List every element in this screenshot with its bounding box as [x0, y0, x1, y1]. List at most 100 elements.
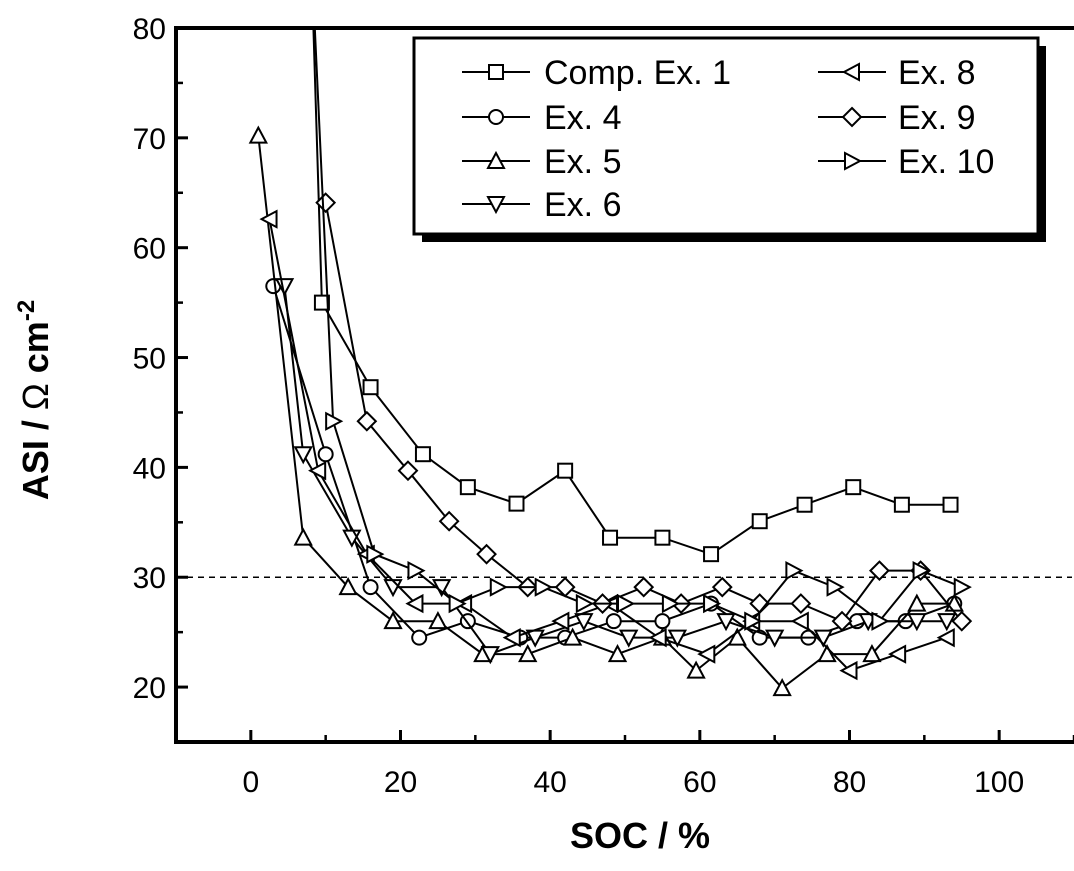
y-tick-label: 40 [133, 452, 166, 485]
x-tick-label: 0 [242, 766, 259, 799]
data-point-ex-5 [518, 643, 538, 663]
data-point-ex-10 [871, 611, 890, 631]
legend-entry-ex-5: Ex. 5 [462, 143, 621, 181]
legend-marker [844, 151, 863, 171]
data-point-ex-5 [727, 627, 747, 646]
data-point-ex-4 [654, 613, 671, 630]
data-point-ex-6 [937, 613, 957, 632]
data-point-ex-6 [293, 446, 313, 465]
data-point-ex-9 [397, 460, 419, 482]
data-point-comp-ex-1 [459, 479, 476, 496]
legend-marker [486, 150, 506, 169]
data-point-ex-8 [551, 611, 570, 631]
legend-entry-ex-6: Ex. 6 [462, 186, 621, 224]
data-point-ex-9 [633, 576, 655, 598]
data-point-ex-5 [907, 593, 927, 612]
data-point-comp-ex-1 [362, 379, 379, 396]
data-point-ex-9 [869, 560, 890, 582]
legend-marker [488, 64, 504, 80]
series-comp-ex-1 [312, 28, 959, 563]
data-point-ex-5 [248, 125, 268, 144]
legend-label: Ex. 6 [544, 186, 621, 224]
data-point-comp-ex-1 [796, 496, 813, 513]
data-point-ex-10 [661, 593, 681, 614]
data-point-ex-8 [502, 627, 521, 648]
data-point-ex-10 [366, 544, 385, 564]
series-layer [248, 28, 973, 697]
data-point-ex-4 [605, 613, 622, 630]
data-point-ex-5 [338, 576, 358, 596]
data-point-comp-ex-1 [942, 496, 959, 513]
data-point-comp-ex-1 [893, 496, 910, 513]
data-point-comp-ex-1 [751, 513, 768, 530]
legend-marker [488, 109, 504, 125]
data-point-ex-10 [534, 577, 553, 597]
data-point-comp-ex-1 [602, 529, 619, 546]
series-ex-10 [313, 28, 972, 631]
data-point-ex-5 [562, 627, 583, 646]
data-point-ex-5 [607, 643, 628, 663]
data-point-ex-10 [703, 593, 722, 614]
y-tick-label: 50 [133, 343, 166, 376]
series-ex-9 [315, 192, 973, 632]
x-tick-label: 100 [974, 766, 1024, 799]
legend-marker [841, 106, 863, 128]
legend-box [412, 36, 1040, 236]
x-tick-label: 80 [833, 766, 866, 799]
legend-label: Ex. 8 [898, 54, 975, 92]
data-point-ex-10 [407, 560, 426, 581]
legend-entry-ex-8: Ex. 8 [818, 54, 975, 92]
data-point-ex-10 [617, 593, 636, 614]
data-point-comp-ex-1 [703, 546, 720, 563]
data-point-ex-9 [831, 610, 853, 632]
data-point-ex-9 [476, 543, 497, 565]
legend-entry-comp-ex-1: Comp. Ex. 1 [462, 54, 731, 92]
data-point-ex-6 [716, 613, 736, 632]
data-point-ex-9 [711, 576, 733, 598]
data-point-ex-10 [785, 560, 804, 581]
legend-entry-ex-4: Ex. 4 [462, 99, 621, 137]
data-point-ex-5 [772, 678, 792, 697]
x-tick-label: 40 [533, 766, 566, 799]
legend-label: Ex. 5 [544, 143, 621, 181]
legend-label: Ex. 9 [898, 99, 975, 137]
data-point-ex-6 [274, 278, 295, 297]
data-point-ex-8 [259, 209, 278, 229]
legend-entries: Comp. Ex. 1 Ex. 4 Ex. 5 Ex. 6 Ex. 8 Ex. 9 Ex. … [462, 54, 994, 224]
legend: Comp. Ex. 1 Ex. 4 Ex. 5 Ex. 6 Ex. 8 Ex. 9 Ex. … [412, 36, 1046, 242]
data-point-ex-4 [317, 446, 334, 463]
data-point-ex-9 [951, 610, 973, 632]
data-point-ex-5 [293, 527, 313, 546]
data-point-ex-9 [356, 410, 378, 432]
data-point-ex-5 [862, 643, 882, 663]
data-point-ex-9 [790, 593, 812, 615]
data-point-comp-ex-1 [508, 495, 525, 512]
y-tick-label: 80 [133, 13, 166, 46]
data-point-ex-9 [315, 192, 337, 214]
legend-entry-ex-9: Ex. 9 [818, 99, 975, 137]
y-tick-label: 30 [133, 562, 166, 595]
tick-layer: 0 20 40 60 80 100 20 30 40 50 60 70 80 [133, 13, 1074, 799]
data-point-ex-8 [648, 627, 667, 648]
data-point-ex-6 [765, 629, 785, 648]
data-point-ex-6 [667, 629, 688, 648]
y-tick-label: 20 [133, 672, 166, 705]
data-point-ex-6 [907, 613, 927, 632]
data-point-ex-6 [574, 613, 594, 632]
data-point-comp-ex-1 [557, 462, 574, 479]
data-point-ex-8 [936, 627, 955, 648]
data-point-ex-10 [953, 577, 972, 597]
y-axis-title: ASI / Ω cm-2 [13, 300, 56, 500]
series-ex-4 [265, 278, 963, 646]
legend-label: Ex. 10 [898, 143, 994, 181]
data-point-ex-9 [438, 510, 460, 532]
data-point-ex-10 [575, 593, 594, 614]
data-point-comp-ex-1 [313, 294, 330, 311]
data-point-ex-8 [839, 660, 858, 681]
x-tick-label: 60 [683, 766, 716, 799]
y-tick-label: 70 [133, 123, 166, 156]
data-point-ex-6 [619, 629, 639, 648]
data-point-ex-5 [383, 611, 403, 630]
plot-area: 0 20 40 60 80 100 20 30 40 50 60 70 80 [133, 13, 1074, 799]
